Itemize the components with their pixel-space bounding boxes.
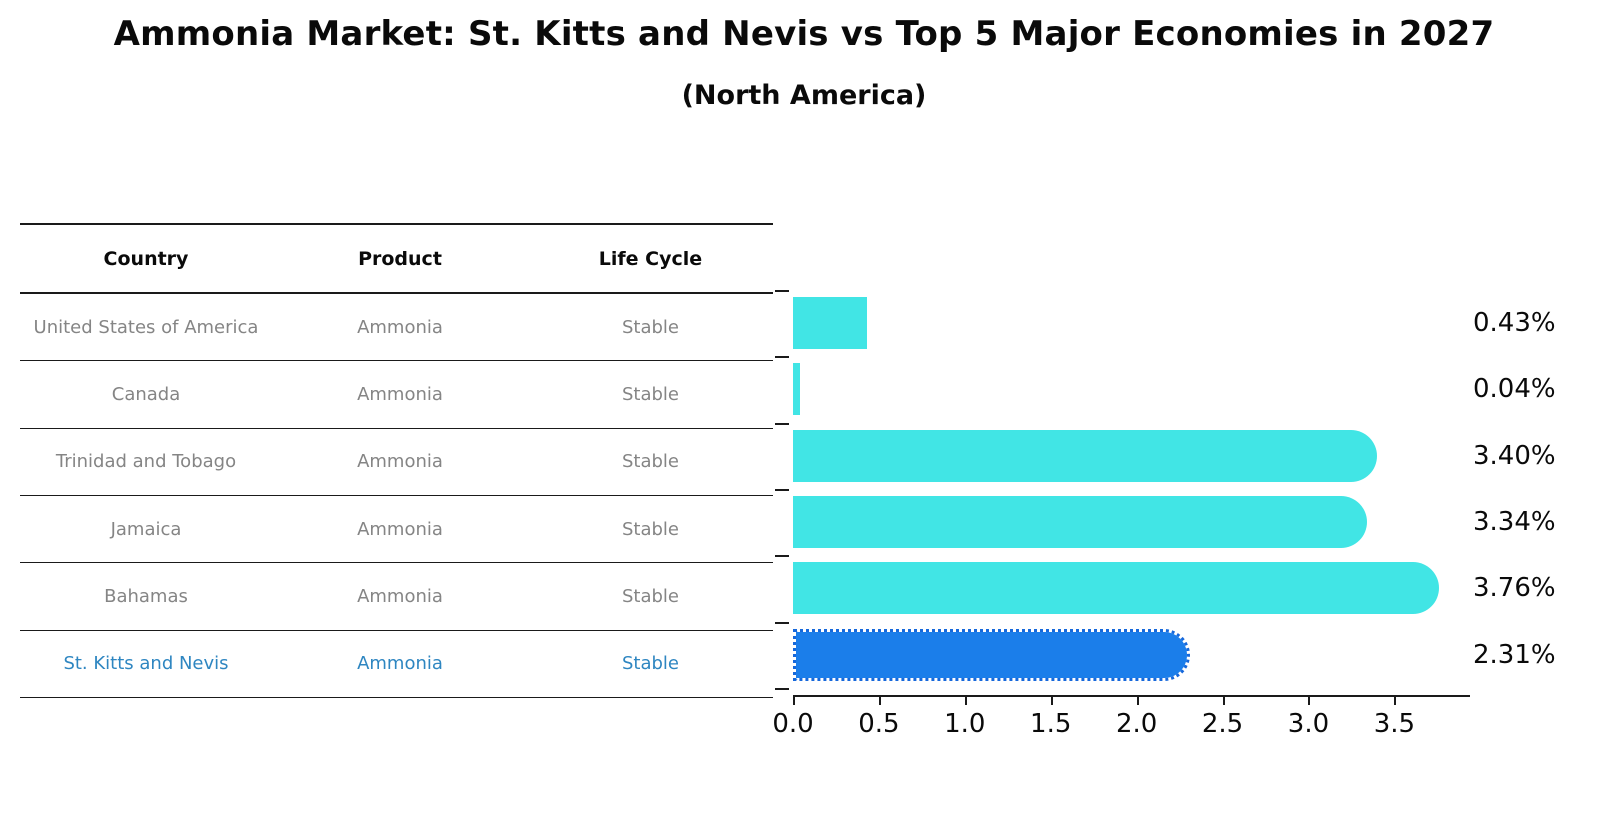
y-axis-tick (775, 489, 789, 491)
bar (793, 297, 867, 349)
country-table: Country Product Life Cycle United States… (20, 223, 773, 698)
chart-subtitle: (North America) (681, 80, 927, 111)
bar (793, 429, 1378, 482)
cell-country: St. Kitts and Nevis (63, 653, 229, 675)
cell-product: Ammonia (357, 585, 443, 607)
table-row: Bahamas Ammonia Stable (20, 563, 773, 631)
cell-life-cycle: Stable (621, 451, 679, 473)
value-label: 2.31% (1473, 639, 1556, 670)
bar (793, 562, 1440, 615)
x-tick-label: 2.5 (1201, 709, 1244, 739)
x-tick-label: 1.0 (944, 709, 986, 739)
cell-life-cycle: Stable (621, 653, 679, 675)
value-labels: 0.43% 0.04% 3.40% 3.34% 3.76% 2.31% (1473, 290, 1603, 688)
value-label: 0.43% (1473, 308, 1556, 339)
table-row: St. Kitts and Nevis Ammonia Stable (20, 631, 773, 698)
cell-country: United States of America (33, 316, 259, 338)
cell-life-cycle: Stable (621, 585, 679, 607)
cell-country: Bahamas (104, 585, 188, 607)
y-axis-tick (775, 688, 789, 690)
x-tick-mark (1136, 695, 1139, 705)
x-tick-label: 2.0 (1115, 709, 1158, 739)
table-row: United States of America Ammonia Stable (20, 294, 773, 362)
x-tick-mark (1222, 695, 1225, 705)
cell-life-cycle: Stable (621, 316, 679, 338)
x-tick-label: 0.5 (858, 709, 900, 739)
table-header-country: Country (103, 247, 189, 270)
x-axis: 0.0 0.5 1.0 1.5 2.0 2.5 3.0 3.5 (772, 695, 1470, 755)
x-tick-label: 0.0 (772, 709, 814, 739)
x-tick-mark (1050, 695, 1053, 705)
table-header-life-cycle: Life Cycle (598, 247, 703, 270)
value-label: 3.40% (1473, 440, 1556, 471)
cell-product: Ammonia (357, 383, 443, 405)
bar (793, 496, 1367, 548)
x-tick-mark (793, 695, 795, 705)
y-axis-tick (775, 422, 789, 425)
cell-product: Ammonia (357, 316, 443, 338)
table-header-product: Product (358, 247, 442, 270)
y-axis-tick (775, 290, 789, 292)
cell-product: Ammonia (357, 518, 443, 540)
value-label: 0.04% (1473, 374, 1556, 405)
cell-country: Trinidad and Tobago (55, 451, 237, 473)
table-row: Jamaica Ammonia Stable (20, 496, 773, 564)
x-tick-mark (964, 695, 967, 705)
table-header-row: Country Product Life Cycle (20, 223, 773, 294)
table-body: United States of America Ammonia Stable Can… (20, 294, 773, 698)
value-label: 3.34% (1473, 507, 1556, 538)
table-row: Trinidad and Tobago Ammonia Stable (20, 429, 773, 496)
bar (793, 363, 800, 416)
cell-country: Canada (111, 383, 181, 405)
y-axis-tick (775, 356, 789, 359)
bar-highlight (793, 628, 1190, 681)
y-axis-tick (775, 555, 789, 558)
table-row: Canada Ammonia Stable (20, 361, 773, 429)
x-tick-label: 3.0 (1287, 709, 1330, 739)
cell-product: Ammonia (357, 451, 443, 473)
cell-life-cycle: Stable (621, 518, 679, 540)
x-tick-label: 3.5 (1373, 709, 1416, 739)
chart-title: Ammonia Market: St. Kitts and Nevis vs T… (113, 14, 1495, 54)
cell-product: Ammonia (357, 653, 443, 675)
x-tick-mark (1394, 695, 1397, 705)
x-tick-mark (1308, 695, 1311, 705)
x-tick-mark (878, 695, 881, 705)
cell-life-cycle: Stable (621, 383, 679, 405)
x-axis-line (793, 695, 1470, 697)
cell-country: Jamaica (110, 518, 182, 540)
x-tick-label: 1.5 (1030, 709, 1072, 739)
y-axis-tick (775, 621, 789, 624)
value-label: 3.76% (1473, 573, 1556, 604)
bar-plot (775, 290, 1470, 690)
